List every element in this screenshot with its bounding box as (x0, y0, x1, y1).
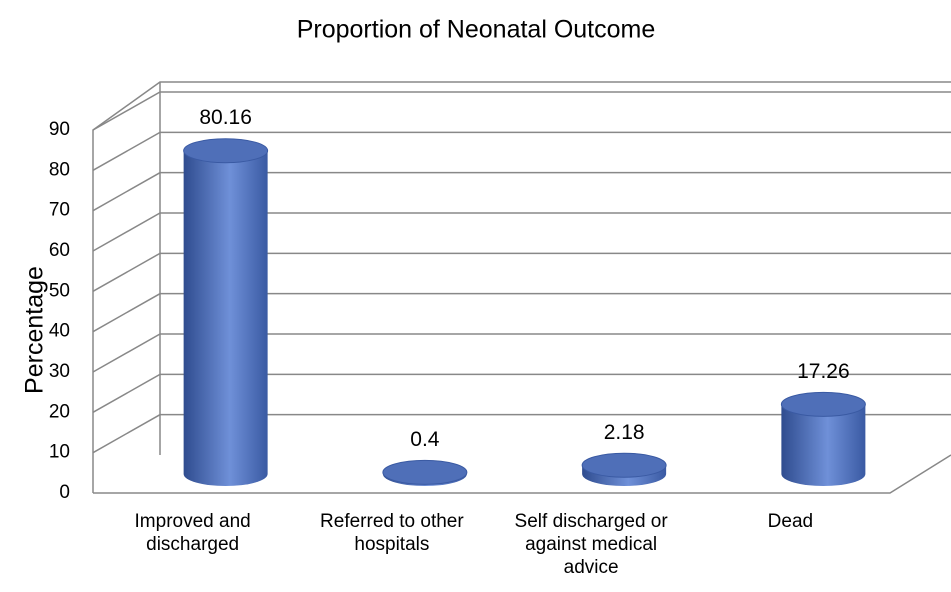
grid-line (92, 413, 951, 454)
y-tick-label: 60 (49, 240, 70, 261)
grid-line (92, 212, 951, 252)
chart-title: Proportion of Neonatal Outcome (297, 16, 656, 44)
bar-top (183, 138, 269, 164)
data-label: 2.18 (604, 421, 645, 444)
y-tick-label: 0 (59, 482, 70, 503)
grid-line (92, 131, 951, 171)
y-tick-label: 80 (49, 159, 70, 180)
bar-top (382, 459, 468, 485)
x-tick-label: Referred to other hospitals (320, 511, 464, 555)
bar-bottom (183, 474, 268, 486)
y-axis-label: Percentage (21, 266, 49, 394)
data-label: 0.4 (410, 428, 440, 451)
bar-top (581, 452, 667, 478)
y-tick-label: 30 (49, 361, 70, 382)
y-tick-label: 70 (49, 200, 70, 221)
x-tick-label: Improved and discharged (134, 511, 251, 555)
grid-line (92, 373, 951, 413)
bar (183, 150, 268, 475)
grid-line (92, 171, 951, 212)
bar-bottom (582, 474, 667, 486)
y-tick-label: 20 (49, 401, 70, 422)
y-tick-label: 90 (49, 119, 70, 140)
y-tick-label: 50 (49, 280, 70, 301)
bar-bottom (781, 474, 866, 486)
x-tick-label: Dead (767, 511, 814, 532)
grid-line (92, 252, 951, 292)
grid-line (92, 333, 951, 373)
data-label: 17.26 (797, 360, 850, 383)
grid-line (92, 91, 951, 131)
y-tick-label: 10 (49, 442, 70, 463)
floor-outline (93, 454, 951, 494)
x-tick-label: Self discharged or against medical advic… (514, 511, 668, 578)
bar-top (780, 391, 866, 417)
y-tick-label: 40 (49, 321, 70, 342)
wall-outline (92, 81, 951, 493)
grid-line (92, 292, 951, 333)
data-label: 80.16 (199, 106, 252, 129)
